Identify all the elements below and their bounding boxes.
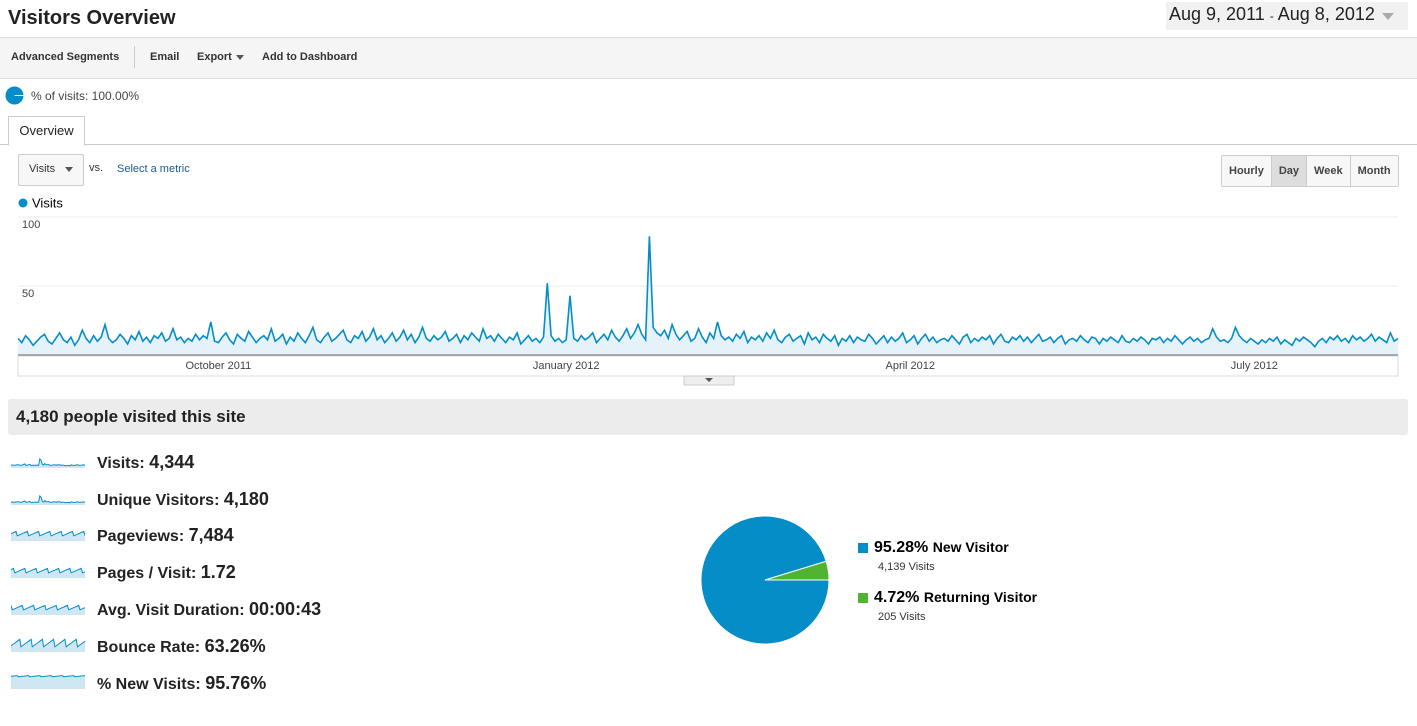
metric-value: 4,180 xyxy=(223,489,269,509)
metric-label: Pages / Visit: xyxy=(97,565,197,582)
sparkline xyxy=(11,567,85,578)
toolbar-item[interactable]: Export xyxy=(197,51,232,63)
sparkline-line xyxy=(11,604,85,611)
metric-row: Unique Visitors: 4,180 xyxy=(97,489,269,510)
metric-row: Avg. Visit Duration: 00:00:43 xyxy=(97,599,321,620)
granularity-buttons: Hourly Day Week Month xyxy=(1221,155,1399,187)
sparkline-line xyxy=(11,567,85,574)
x-tick-label: April 2012 xyxy=(886,360,936,372)
metric-row: % New Visits: 95.76% xyxy=(97,673,266,694)
page-title: Visitors Overview xyxy=(8,7,176,29)
metric-label: Bounce Rate: xyxy=(97,639,201,656)
area xyxy=(18,236,1398,355)
pie-slice xyxy=(764,560,830,581)
granularity-button[interactable]: Day xyxy=(1270,156,1307,186)
sparkline-line xyxy=(11,494,85,504)
sparkline-area xyxy=(11,675,85,689)
sparkline-area xyxy=(11,495,85,505)
legend-swatch xyxy=(858,543,868,553)
summary-band xyxy=(8,399,1408,435)
legend-entry: 4.72% Returning Visitor xyxy=(874,589,1038,607)
metric-row: Visits: 4,344 xyxy=(97,452,194,473)
legend-marker xyxy=(18,198,28,208)
sparkline-line xyxy=(11,638,85,648)
sparkline-area xyxy=(11,568,85,578)
y-tick-label: 50 xyxy=(22,288,34,300)
toolbar-item[interactable]: Add to Dashboard xyxy=(262,51,358,63)
legend-percent: 95.28% xyxy=(874,539,928,556)
sparkline-area xyxy=(11,605,85,615)
date-sep: - xyxy=(1269,9,1274,23)
sparkline-line xyxy=(11,530,85,537)
date-end: Aug 8, 2012 xyxy=(1277,4,1375,24)
expand-arrow xyxy=(705,378,713,382)
sparkline xyxy=(11,494,85,505)
metric-label: Pageviews: xyxy=(97,528,185,545)
summary-title: 4,180 people visited this site xyxy=(16,407,246,426)
metric-row: Bounce Rate: 63.26% xyxy=(97,636,266,657)
line xyxy=(17,236,1399,348)
dropdown-arrow xyxy=(236,55,244,60)
sparkline xyxy=(11,530,85,541)
legend-visits: 4,139 Visits xyxy=(878,561,935,573)
metric-value: 1.72 xyxy=(200,562,236,582)
metric-label: Unique Visitors: xyxy=(97,492,220,509)
metric-value: 4,344 xyxy=(149,452,195,472)
separator xyxy=(134,46,135,68)
sparkline xyxy=(11,638,85,652)
toolbar xyxy=(0,37,1417,79)
sparkline-area xyxy=(11,639,85,652)
metric-row: Pages / Visit: 1.72 xyxy=(97,562,236,583)
metric-select[interactable] xyxy=(18,154,84,186)
date-start: Aug 9, 2011 xyxy=(1169,4,1265,24)
legend-percent: 4.72% xyxy=(874,589,919,606)
tab-line xyxy=(0,144,1417,145)
x-tick-label: July 2012 xyxy=(1231,360,1278,372)
sparkline-line xyxy=(11,675,85,678)
metric-value: 63.26% xyxy=(204,636,266,656)
metric-label: Visits: xyxy=(97,455,145,472)
tab[interactable]: Overview xyxy=(8,116,85,146)
toolbar-item[interactable]: Advanced Segments xyxy=(11,51,120,63)
toolbar-item[interactable]: Email xyxy=(150,51,180,63)
legend-swatch xyxy=(858,593,868,603)
sparkline-area xyxy=(11,458,85,468)
sparkline xyxy=(11,457,85,468)
sparkline xyxy=(11,604,85,615)
metric-label: % New Visits: xyxy=(97,676,201,693)
granularity-button[interactable]: Month xyxy=(1349,156,1398,186)
metric-value: 00:00:43 xyxy=(249,599,322,619)
metric-select-label: Visits xyxy=(29,163,56,175)
segment-label: % of visits: 100.00% xyxy=(31,89,140,103)
select-metric-link[interactable]: Select a metric xyxy=(117,163,190,175)
legend-visits: 205 Visits xyxy=(878,611,926,623)
sparkline-area xyxy=(11,531,85,541)
dropdown-arrow xyxy=(1381,13,1394,20)
vs-label: vs. xyxy=(89,162,104,174)
x-tick-label: October 2011 xyxy=(185,360,251,372)
sparkline xyxy=(11,675,85,689)
y-tick-label: 100 xyxy=(22,219,40,231)
metric-value: 95.76% xyxy=(205,673,267,693)
line-chart: Visits 50 100 October 2011 January 2012 April… xyxy=(17,195,1399,386)
metric-label: Avg. Visit Duration: xyxy=(97,602,245,619)
legend-category: New Visitor xyxy=(933,539,1010,555)
legend-label: Visits xyxy=(32,195,63,210)
date-range[interactable]: Aug 9, 2011 - Aug 8, 2012 xyxy=(1166,2,1408,30)
granularity-button[interactable]: Hourly xyxy=(1222,156,1271,186)
metric-value: 7,484 xyxy=(188,525,234,545)
dropdown-arrow xyxy=(65,167,73,172)
segment-icon xyxy=(5,86,24,105)
metric-row: Pageviews: 7,484 xyxy=(97,525,234,546)
legend-entry: 95.28% New Visitor xyxy=(874,539,1009,557)
pie-chart: 95.28% New Visitor 4,139 Visits 4.72% Retu… xyxy=(700,515,1038,645)
sparkline-line xyxy=(11,457,85,467)
legend-category: Returning Visitor xyxy=(924,589,1038,605)
x-tick-label: January 2012 xyxy=(533,360,600,372)
granularity-button[interactable]: Week xyxy=(1306,156,1350,186)
